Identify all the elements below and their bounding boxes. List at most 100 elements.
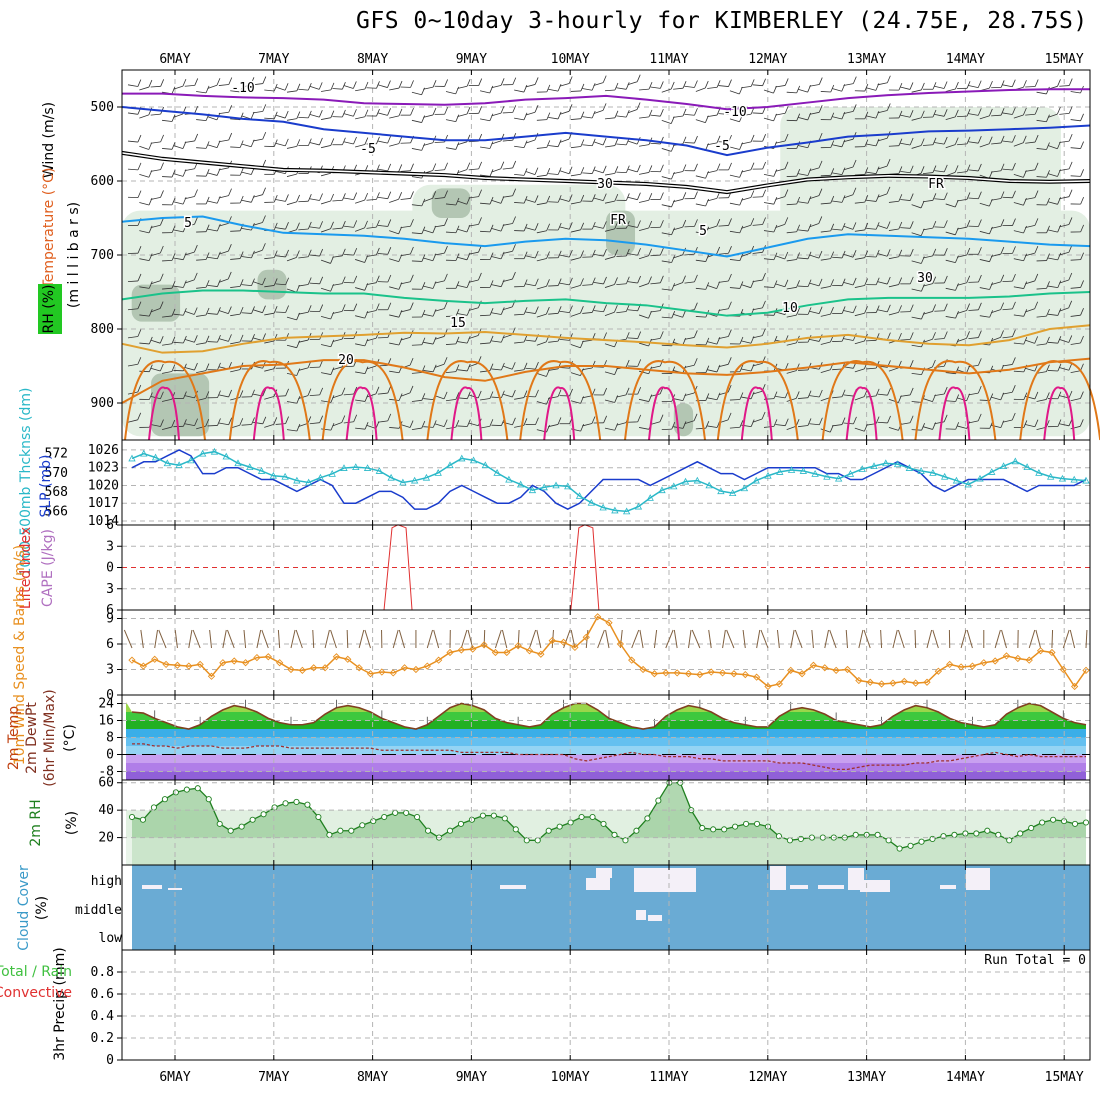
- temp-color-band: [126, 754, 1086, 763]
- wind-barb: [514, 397, 525, 400]
- wind-barb: [922, 199, 933, 203]
- wind-speed-marker: [775, 680, 783, 688]
- wind-barb: [466, 197, 471, 205]
- surface-wind-barb: [926, 629, 933, 649]
- wind-barb: [1002, 364, 1013, 367]
- wind-barb: [1002, 140, 1013, 143]
- slp-tick-label: 1017: [88, 496, 119, 511]
- wind-barb: [307, 388, 312, 396]
- wind-barb: [376, 192, 380, 200]
- wind-barb: [807, 418, 812, 426]
- wind-barb: [602, 75, 607, 83]
- wind-barb: [457, 200, 467, 205]
- wind-barb: [978, 330, 982, 338]
- rh-line: [131, 782, 1087, 850]
- wind-barb: [604, 256, 615, 260]
- wind-barb: [650, 282, 661, 285]
- wind-barb: [852, 250, 857, 258]
- wind-barb: [591, 305, 596, 313]
- wind-barb: [991, 337, 1001, 342]
- wind-barb: [786, 370, 797, 374]
- wind-barb: [616, 394, 627, 398]
- wind-barb: [228, 132, 233, 141]
- x-tick-label-top: 14MAY: [946, 52, 985, 67]
- wind-speed-marker: [537, 650, 545, 658]
- wind-barb: [286, 201, 297, 206]
- wind-barb: [352, 81, 357, 89]
- wind-barb: [218, 195, 229, 199]
- surface-wind-barb: [1035, 629, 1042, 649]
- wind-barb: [1012, 162, 1016, 171]
- wind-barb: [1023, 253, 1028, 261]
- wind-barb: [775, 255, 785, 260]
- cloud-gap: [940, 885, 956, 889]
- wind-barb: [364, 192, 369, 201]
- wind-barb: [593, 197, 604, 201]
- isotherm-20-loop: [321, 360, 404, 441]
- thickness-marker: [587, 498, 596, 506]
- rh-marker: [622, 837, 629, 844]
- cloud-gap: [636, 910, 646, 920]
- wind-barb: [775, 311, 786, 315]
- wind-speed-marker: [514, 642, 522, 650]
- wind-barb: [387, 108, 391, 116]
- wind-barb: [741, 197, 752, 201]
- wind-barb: [173, 257, 184, 261]
- wind-barb: [514, 313, 525, 316]
- wind-speed-marker: [491, 648, 500, 657]
- wind-barb: [525, 84, 536, 88]
- wind-barb: [673, 398, 684, 402]
- wind-barb: [977, 358, 982, 366]
- wind-barb: [786, 425, 797, 431]
- wind-barb: [659, 414, 664, 422]
- wind-barb: [205, 391, 210, 399]
- wind-speed-marker: [173, 661, 182, 669]
- wind-barb: [207, 84, 218, 89]
- wind-barb: [1047, 370, 1058, 372]
- surface-wind-barb: [756, 629, 761, 649]
- contour-label: -5: [714, 139, 730, 154]
- wind-barb: [534, 77, 539, 85]
- wind-barb: [332, 227, 343, 230]
- wind-barb: [694, 163, 698, 171]
- pressure-tick-label: 900: [91, 396, 114, 411]
- wind-barb: [602, 193, 607, 201]
- temp-color-band: [126, 746, 1086, 755]
- wind-barb: [1057, 280, 1062, 288]
- thickness-marker: [140, 449, 148, 457]
- wind-barb: [548, 88, 559, 92]
- slp-tick-label: 1014: [88, 514, 119, 529]
- wind-barb: [559, 83, 570, 87]
- wind-barb: [262, 187, 266, 195]
- wind-barb: [228, 188, 232, 196]
- wind-barb: [241, 284, 252, 287]
- wind-barb: [241, 83, 252, 89]
- wind-barb: [809, 395, 820, 398]
- wind-barb: [671, 283, 676, 291]
- wind-barb: [843, 111, 854, 115]
- wind-barb: [1047, 285, 1058, 289]
- wind-barb: [228, 77, 233, 85]
- surface-wind-barb: [433, 629, 440, 649]
- wind-barb: [161, 426, 172, 431]
- wind-barb: [591, 277, 596, 285]
- wind-barb: [387, 274, 392, 283]
- wind-barb: [977, 136, 982, 144]
- wind-barb: [251, 278, 255, 286]
- wind-barb: [841, 195, 846, 203]
- wind-barb: [773, 224, 778, 233]
- wind-barb: [932, 109, 937, 118]
- wind-barb: [184, 310, 195, 315]
- thickness-marker: [752, 476, 760, 484]
- wind-barb: [534, 278, 539, 286]
- wind-speed-marker: [207, 672, 216, 680]
- thickness-marker: [834, 474, 843, 482]
- wind-barb: [514, 173, 525, 176]
- wind-barb: [150, 141, 161, 144]
- wind-barb: [627, 140, 638, 145]
- wind-barb: [364, 366, 369, 374]
- wind-barb: [478, 106, 483, 114]
- wind-barb: [171, 308, 176, 317]
- wind-speed-marker: [230, 657, 238, 665]
- ylabel-cloud-cover: Cloud Cover: [16, 865, 32, 951]
